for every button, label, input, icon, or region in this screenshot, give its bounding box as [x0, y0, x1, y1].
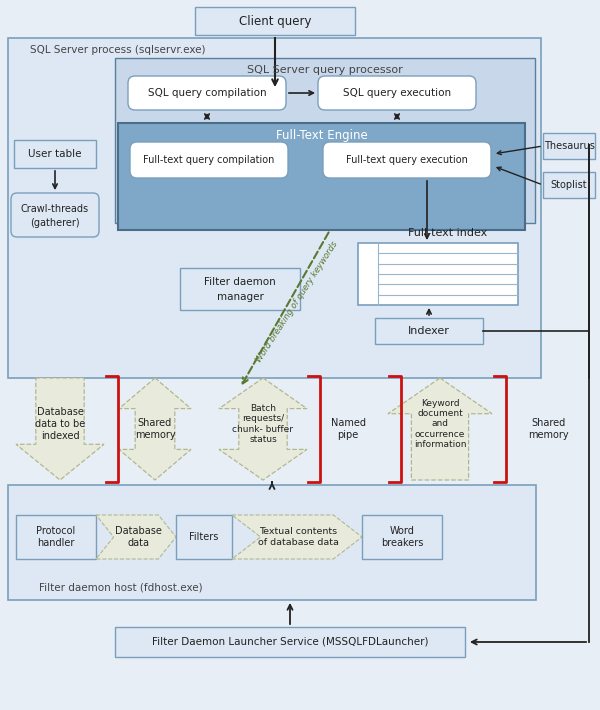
Bar: [543, 172, 595, 198]
Polygon shape: [232, 515, 362, 559]
Text: Filter daemon: Filter daemon: [204, 277, 276, 287]
Text: (gatherer): (gatherer): [30, 218, 80, 228]
Text: Full-Text Engine: Full-Text Engine: [275, 129, 367, 143]
Text: Filter daemon host (fdhost.exe): Filter daemon host (fdhost.exe): [39, 583, 203, 593]
FancyBboxPatch shape: [323, 142, 491, 178]
Polygon shape: [119, 378, 191, 480]
Text: Database
data: Database data: [115, 526, 161, 548]
FancyBboxPatch shape: [130, 142, 288, 178]
Polygon shape: [388, 378, 492, 480]
FancyBboxPatch shape: [128, 76, 286, 110]
Bar: [8, 485, 536, 600]
Bar: [16, 515, 96, 559]
Text: Thesaurus: Thesaurus: [544, 141, 595, 151]
Text: Protocol
handler: Protocol handler: [37, 526, 76, 548]
Text: Word
breakers: Word breakers: [381, 526, 423, 548]
Bar: [375, 318, 483, 344]
Text: Shared
memory: Shared memory: [134, 418, 175, 439]
Text: Named
pipe: Named pipe: [331, 418, 365, 439]
Polygon shape: [16, 378, 104, 480]
FancyBboxPatch shape: [11, 193, 99, 237]
Text: Client query: Client query: [239, 14, 311, 28]
Bar: [543, 133, 595, 159]
Bar: [176, 515, 232, 559]
Bar: [115, 627, 465, 657]
Bar: [115, 58, 535, 223]
Text: Filter Daemon Launcher Service (MSSQLFDLauncher): Filter Daemon Launcher Service (MSSQLFDL…: [152, 637, 428, 647]
Text: SQL Server query processor: SQL Server query processor: [247, 65, 403, 75]
Text: Indexer: Indexer: [408, 326, 450, 336]
Text: SQL Server process (sqlservr.exe): SQL Server process (sqlservr.exe): [30, 45, 206, 55]
Text: Database
data to be
indexed: Database data to be indexed: [35, 408, 85, 441]
Bar: [118, 123, 525, 230]
Text: Textual contents
of database data: Textual contents of database data: [257, 528, 338, 547]
Text: Full-text query compilation: Full-text query compilation: [143, 155, 275, 165]
Text: User table: User table: [28, 149, 82, 159]
Text: manager: manager: [217, 292, 263, 302]
Text: Full-text query execution: Full-text query execution: [346, 155, 468, 165]
Text: Batch
requests/
chunk- buffer
status: Batch requests/ chunk- buffer status: [233, 404, 293, 444]
Polygon shape: [96, 515, 176, 559]
Polygon shape: [219, 378, 307, 480]
Text: Full-text index: Full-text index: [409, 228, 488, 238]
Bar: [195, 7, 355, 35]
Text: Word breaking of query keywords: Word breaking of query keywords: [254, 240, 340, 364]
Text: Shared
memory: Shared memory: [527, 418, 568, 439]
Bar: [8, 38, 541, 378]
Text: Stoplist: Stoplist: [551, 180, 587, 190]
FancyBboxPatch shape: [318, 76, 476, 110]
Bar: [362, 515, 442, 559]
Bar: [180, 268, 300, 310]
Text: Filters: Filters: [190, 532, 218, 542]
Text: Crawl-threads: Crawl-threads: [21, 204, 89, 214]
Text: SQL query compilation: SQL query compilation: [148, 88, 266, 98]
Bar: [358, 243, 518, 305]
Text: SQL query execution: SQL query execution: [343, 88, 451, 98]
Bar: [14, 140, 96, 168]
Text: Keyword
document
and
occurrence
information: Keyword document and occurrence informat…: [414, 399, 466, 449]
